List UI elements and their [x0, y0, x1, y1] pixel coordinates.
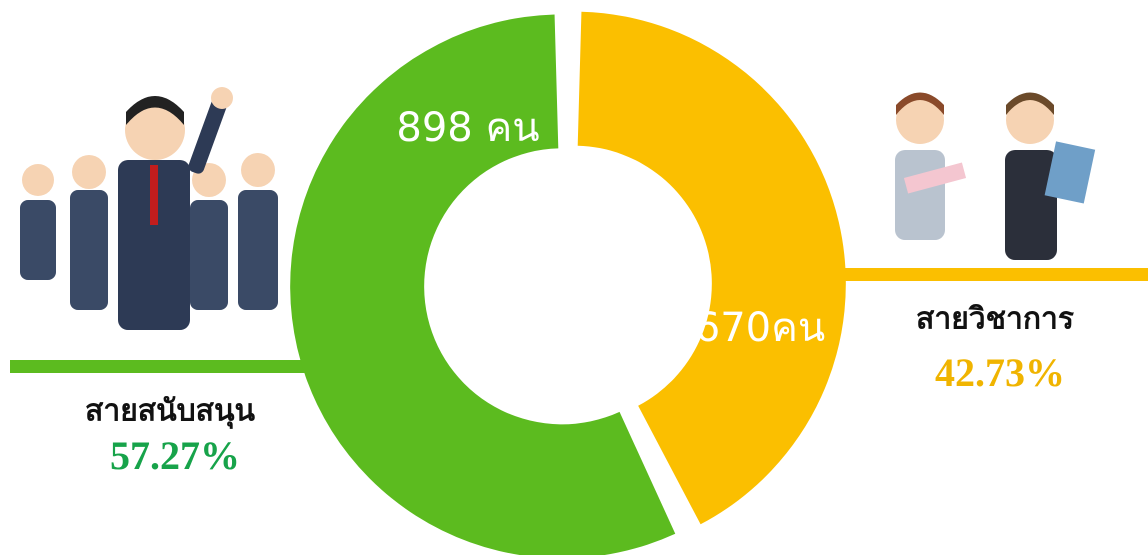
academic-illustration: [895, 92, 1096, 260]
value-label: 670คน: [695, 305, 825, 351]
value-label: 898 คน: [396, 105, 539, 151]
yellow-bar: [820, 268, 1148, 281]
category-label: สายสนับสนุน: [85, 394, 255, 430]
donut-slice: [290, 14, 676, 555]
percentage-label: 42.73%: [935, 350, 1065, 395]
percentage-label: 57.27%: [110, 433, 240, 478]
donut: [290, 11, 846, 555]
donut-slice: [577, 11, 846, 525]
staff-illustration: [20, 87, 278, 330]
category-label: สายวิชาการ: [916, 302, 1074, 337]
green-bar: [10, 360, 330, 373]
